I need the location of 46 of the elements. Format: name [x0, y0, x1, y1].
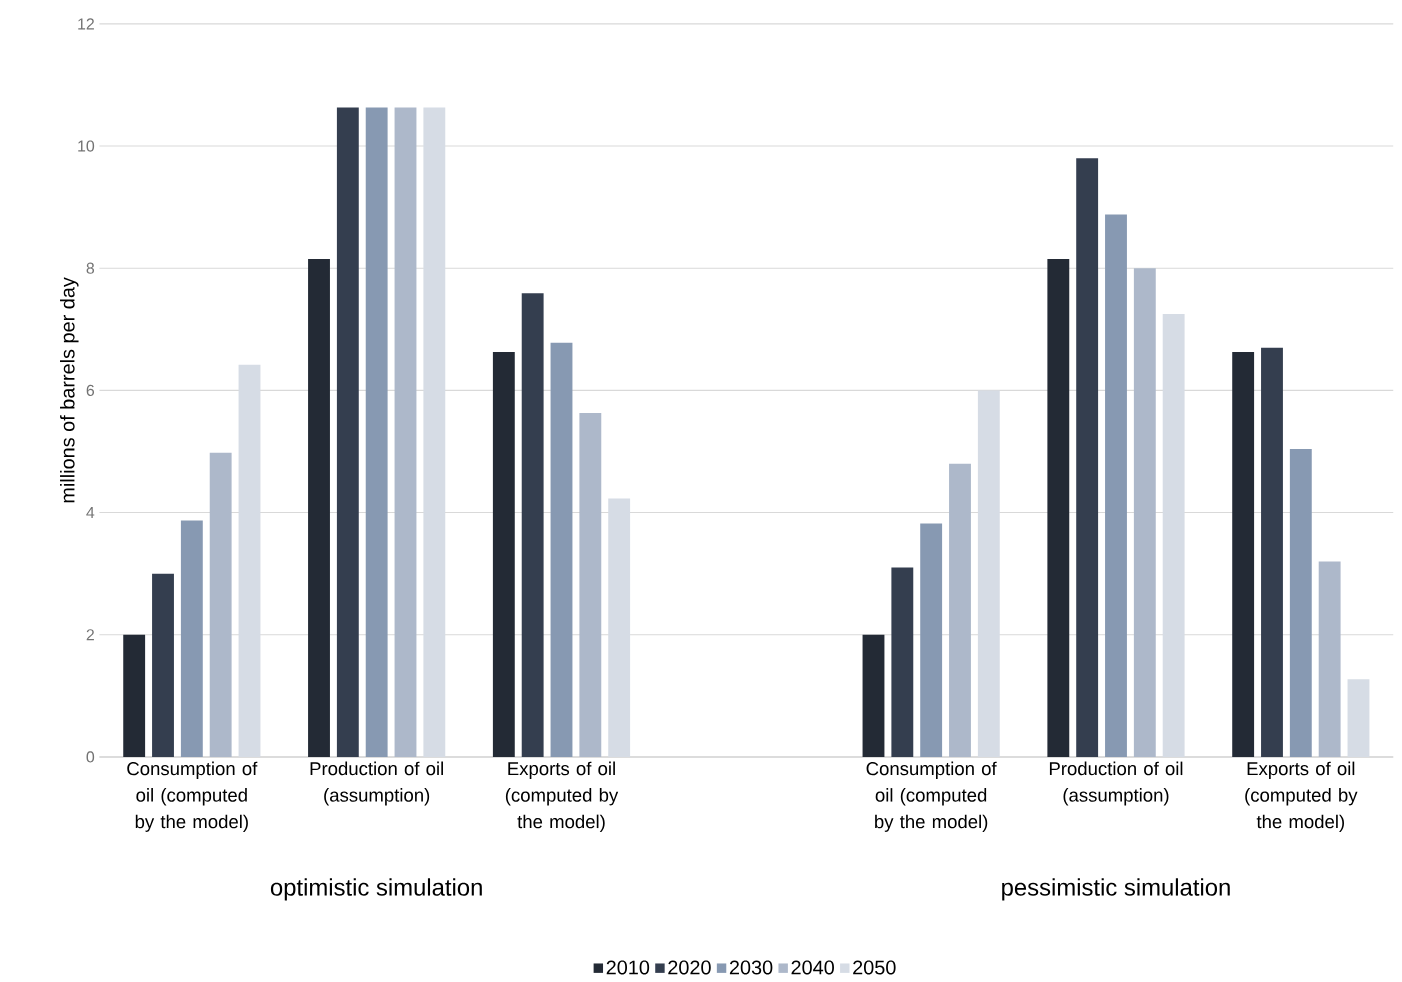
y-tick-label: 4	[86, 506, 95, 518]
bar	[579, 412, 602, 757]
bar	[521, 293, 544, 757]
y-tick-label: 12	[78, 18, 94, 30]
y-tick-label: 10	[78, 140, 95, 152]
legend-label: 2040	[791, 960, 834, 975]
bar	[1105, 214, 1127, 757]
bar	[492, 351, 515, 757]
y-axis-title: millions of barrels per day	[60, 277, 79, 503]
y-tick-label: 2	[86, 629, 94, 641]
x-tick-label: Production of oil (assumption)	[310, 761, 443, 806]
bar	[550, 342, 573, 757]
bar	[1232, 351, 1255, 757]
legend-label: 2050	[853, 960, 896, 975]
bar	[862, 634, 885, 757]
y-tick-label: 8	[86, 262, 95, 274]
bar	[123, 634, 146, 757]
bar	[1347, 679, 1370, 757]
bar	[891, 567, 914, 757]
y-tick-label: 0	[86, 751, 95, 763]
bar	[394, 107, 417, 757]
bar	[1289, 448, 1312, 757]
legend-label: 2030	[729, 960, 773, 975]
bar	[336, 107, 359, 757]
bar	[365, 107, 388, 757]
y-tick-label: 6	[86, 384, 95, 396]
x-tick-label: Consumption of oil (computed by the model)	[127, 761, 258, 832]
x-tick-label: Exports of oil (computed by the model)	[1245, 761, 1358, 832]
text: pessimistic simulation	[1002, 878, 1230, 901]
bar	[152, 573, 174, 757]
text: optimistic simulation	[270, 878, 482, 901]
bar	[308, 258, 330, 757]
bar	[180, 520, 203, 757]
x-tick-label: Production of oil (assumption)	[1049, 761, 1183, 806]
bar	[949, 463, 971, 757]
bar	[920, 523, 943, 757]
bar	[1261, 347, 1283, 757]
bar	[209, 452, 232, 757]
legend-label: 2020	[668, 960, 711, 975]
bar	[1076, 158, 1099, 757]
x-tick-label: Exports of oil (computed by the model)	[505, 761, 619, 832]
bar	[1133, 268, 1156, 757]
x-tick-label: Consumption of oil (computed by the model)	[866, 761, 997, 832]
legend-label: 2010	[606, 960, 650, 975]
bar	[1047, 258, 1070, 757]
bar	[1318, 561, 1341, 757]
